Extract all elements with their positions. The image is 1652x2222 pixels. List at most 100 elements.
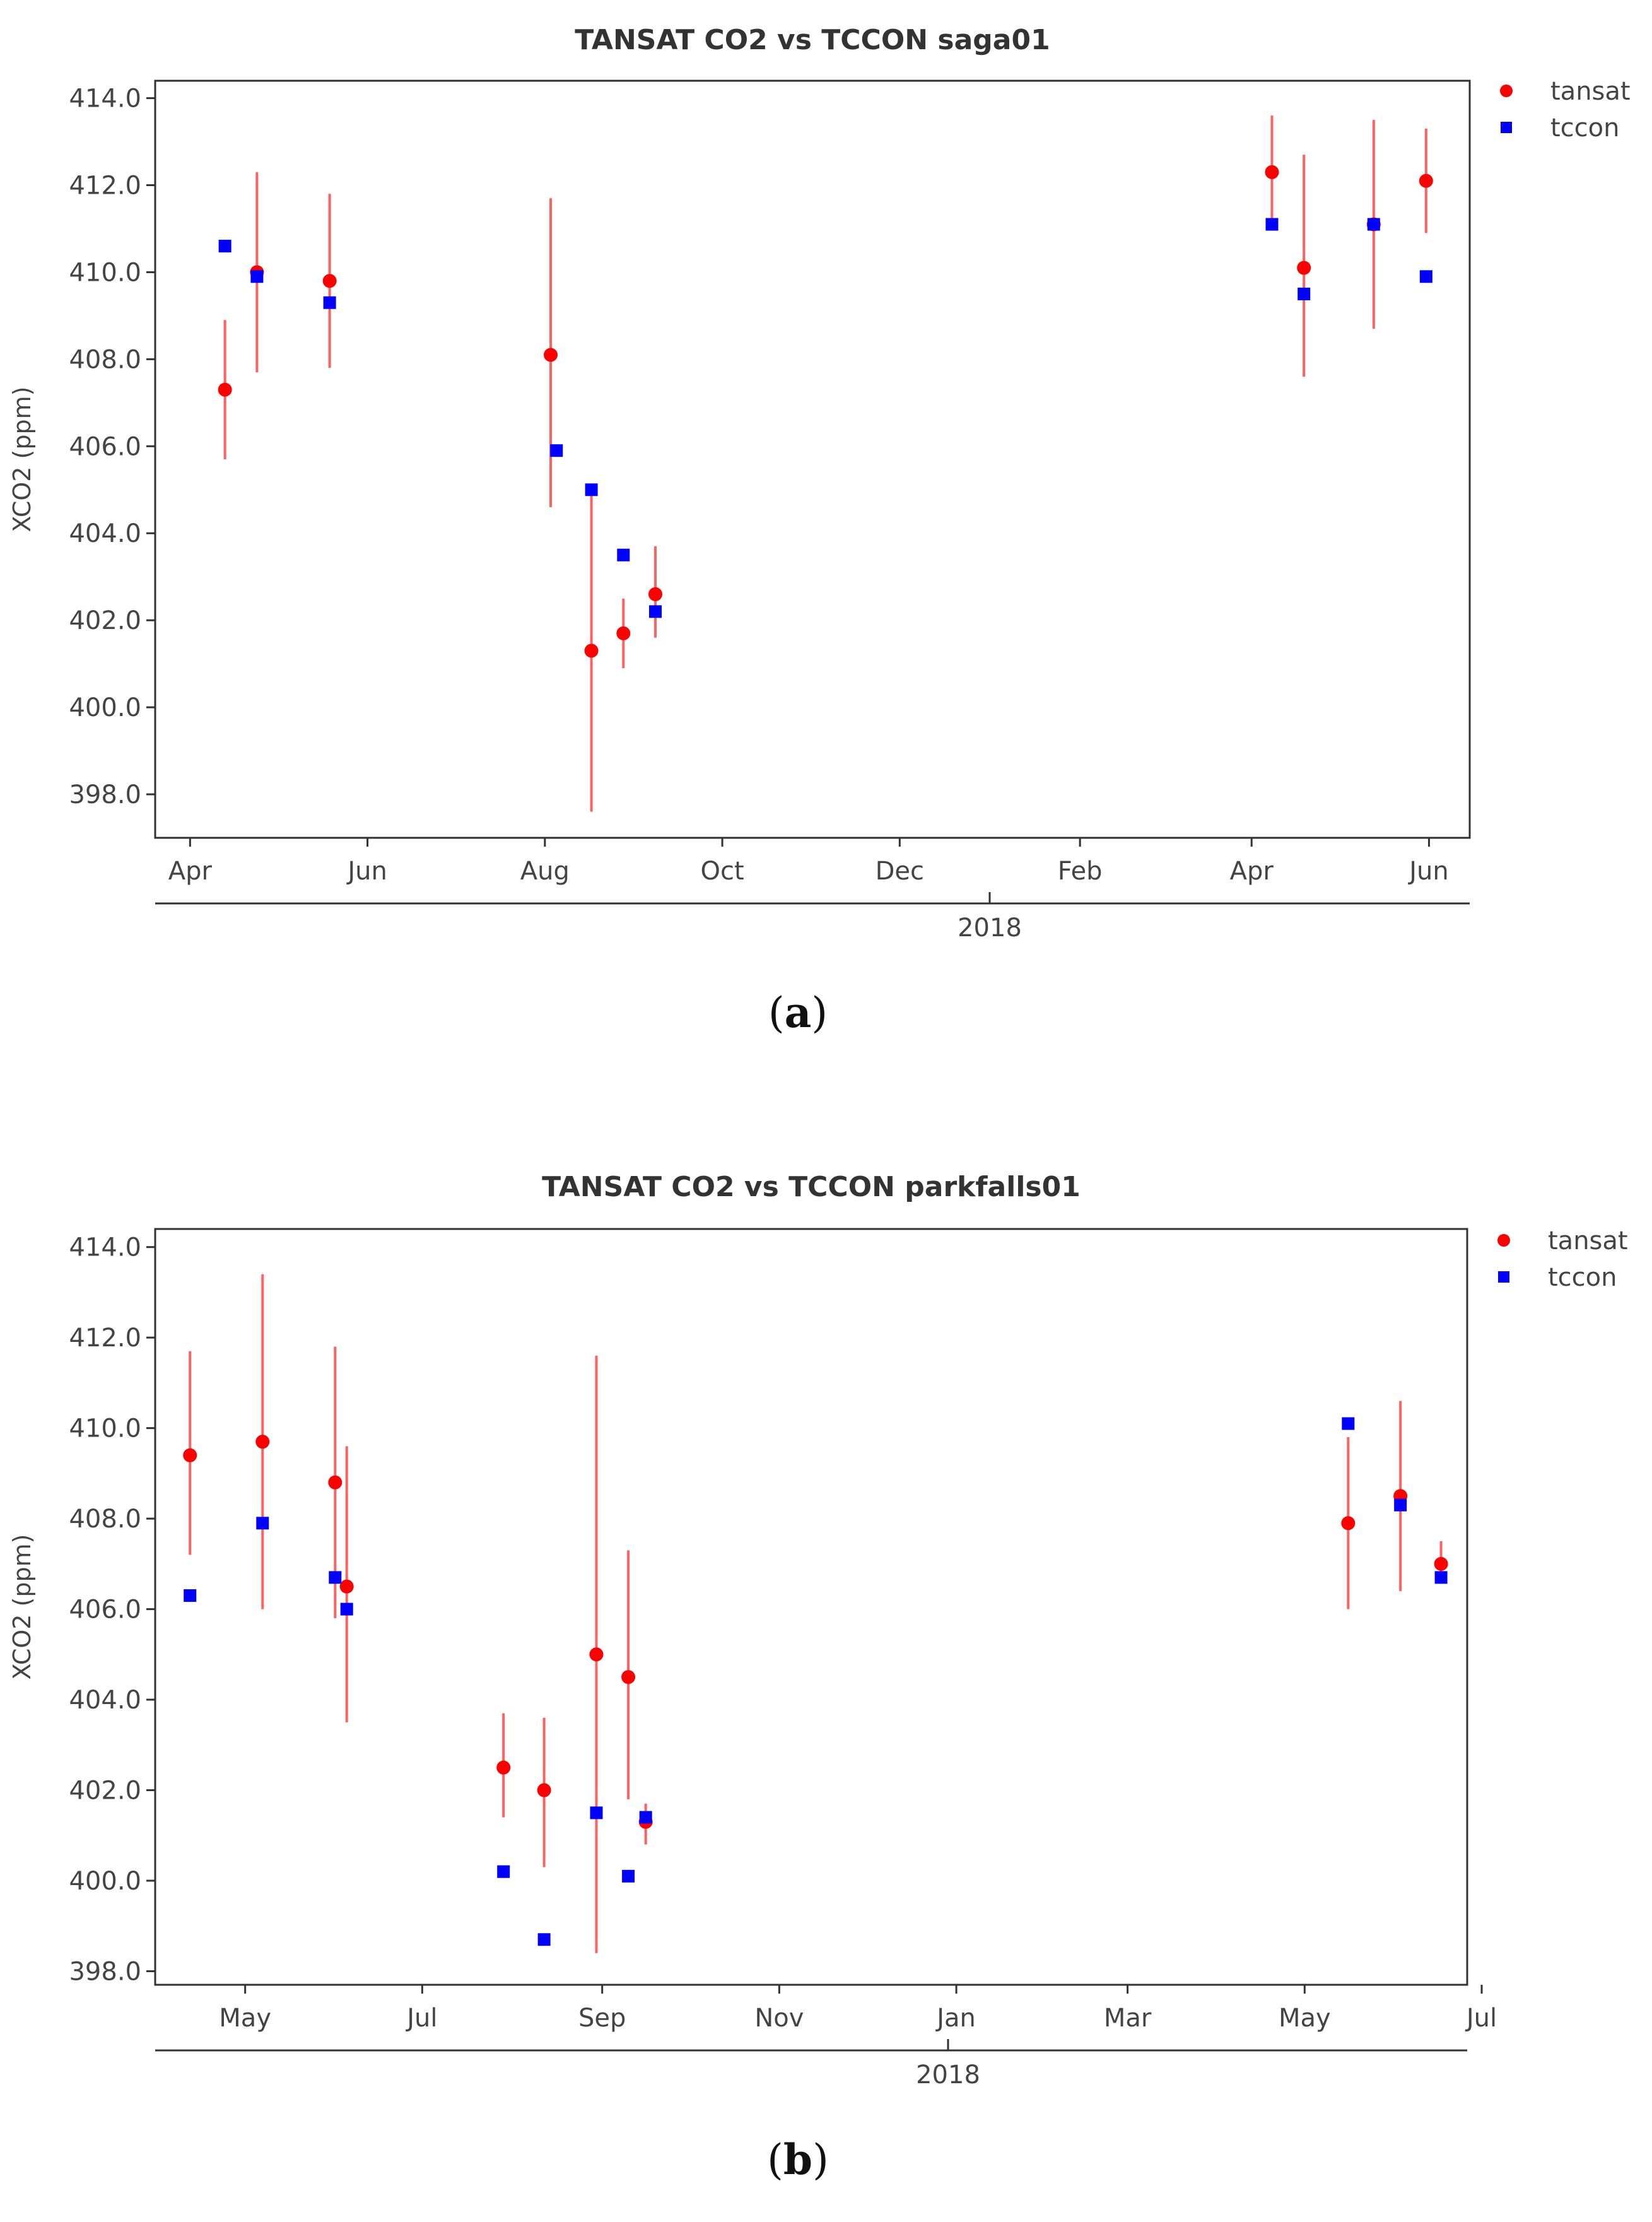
- y-axis-label: XCO2 (ppm): [8, 387, 36, 532]
- tccon-point: [1265, 218, 1279, 231]
- y-tick-label: 400.0: [69, 693, 141, 722]
- tansat-point: [339, 1579, 354, 1594]
- tansat-point: [1341, 1516, 1356, 1531]
- tansat-point: [218, 382, 232, 397]
- x-tick-label: Nov: [754, 2004, 804, 2033]
- caption: (a): [768, 988, 828, 1037]
- caption-letter: a: [785, 988, 812, 1037]
- series-tansat: [223, 115, 1427, 812]
- y-tick-label: 412.0: [69, 172, 141, 201]
- tccon-point: [622, 1869, 635, 1883]
- x-tick-label: Mar: [1104, 2004, 1152, 2033]
- tansat-point: [1265, 165, 1279, 179]
- tansat-point: [544, 348, 558, 362]
- year-label: 2018: [916, 2060, 980, 2090]
- legend-label-tccon: tccon: [1550, 114, 1620, 143]
- caption-paren-close: ): [811, 989, 828, 1037]
- tansat-point: [589, 1647, 604, 1662]
- y-tick-label: 406.0: [69, 432, 141, 461]
- caption-letter: b: [783, 2135, 812, 2184]
- y-tick-label: 408.0: [69, 345, 141, 374]
- points-tansat: [218, 165, 1433, 658]
- legend-label-tccon: tccon: [1548, 1263, 1617, 1292]
- tccon-point: [639, 1811, 652, 1824]
- points-tccon: [184, 1417, 1448, 1946]
- legend-label-tansat: tansat: [1548, 1226, 1628, 1255]
- tccon-point: [537, 1933, 551, 1946]
- legend: tansat tccon: [1500, 77, 1631, 143]
- legend-label-tansat: tansat: [1550, 77, 1631, 106]
- y-tick-label: 410.0: [69, 258, 141, 287]
- legend-marker-tccon: [1498, 1271, 1509, 1283]
- tccon-point: [250, 270, 264, 283]
- tansat-point: [621, 1670, 636, 1684]
- tccon-point: [329, 1571, 342, 1584]
- tansat-point: [537, 1783, 551, 1797]
- y-tick-label: 406.0: [69, 1596, 141, 1625]
- y-tick-label: 398.0: [69, 780, 141, 809]
- tansat-point: [1297, 261, 1311, 275]
- tansat-point: [496, 1760, 511, 1775]
- tansat-point: [328, 1475, 343, 1490]
- points-tansat: [183, 1435, 1448, 1829]
- y-tick-label: 400.0: [69, 1867, 141, 1896]
- tccon-point: [1419, 270, 1432, 283]
- y-tick-label: 402.0: [69, 1777, 141, 1806]
- points-tccon: [218, 218, 1432, 618]
- tccon-point: [184, 1589, 197, 1602]
- plot-frame: [154, 79, 1471, 839]
- tccon-point: [340, 1602, 353, 1616]
- x-tick-label: Jul: [1465, 2004, 1497, 2033]
- tccon-point: [1342, 1417, 1355, 1430]
- y-tick-label: 404.0: [69, 1686, 141, 1715]
- tccon-point: [1298, 287, 1311, 300]
- x-tick-label: Feb: [1058, 857, 1103, 886]
- y-tick-label: 410.0: [69, 1414, 141, 1443]
- x-tick-label: Sep: [578, 2004, 626, 2033]
- tccon-point: [617, 548, 630, 561]
- chart-panel-b: TANSAT CO2 vs TCCON parkfalls01 398.0 400.…: [8, 1171, 1628, 2184]
- x-tick-label: Oct: [700, 857, 744, 886]
- x-tick-label: May: [219, 2004, 271, 2033]
- x-tick-label: Jun: [346, 857, 387, 886]
- chart-title: TANSAT CO2 vs TCCON parkfalls01: [542, 1171, 1081, 1203]
- tccon-point: [256, 1517, 269, 1530]
- tansat-point: [183, 1448, 197, 1462]
- tccon-point: [550, 444, 563, 457]
- y-tick-label: 412.0: [69, 1324, 141, 1353]
- x-tick-label: Jun: [1407, 857, 1449, 886]
- tansat-point: [255, 1435, 270, 1449]
- tccon-point: [323, 296, 336, 309]
- tansat-point: [648, 587, 663, 601]
- x-tick-label: Apr: [168, 857, 213, 886]
- x-tick-label: Jan: [935, 2004, 976, 2033]
- caption-paren-open: (: [768, 989, 785, 1037]
- series-tansat: [189, 1274, 1443, 1953]
- caption-paren-open: (: [767, 2136, 783, 2184]
- plot-frame: [154, 1228, 1468, 1986]
- x-tick-label: Apr: [1230, 857, 1274, 886]
- tccon-point: [497, 1865, 510, 1878]
- tansat-point: [1419, 173, 1433, 188]
- caption-paren-close: ): [812, 2136, 829, 2184]
- legend-marker-tansat: [1497, 1234, 1510, 1247]
- legend-marker-tansat: [1500, 85, 1513, 97]
- tccon-point: [1367, 218, 1380, 231]
- chart-title: TANSAT CO2 vs TCCON saga01: [575, 24, 1050, 56]
- x-tick-label: Aug: [520, 857, 570, 886]
- tccon-point: [649, 605, 662, 618]
- y-tick-label: 404.0: [69, 519, 141, 548]
- tansat-point: [322, 274, 337, 288]
- caption: (b): [767, 2135, 829, 2184]
- chart-panel-a: TANSAT CO2 vs TCCON saga01 398.0 400.0 402.…: [8, 24, 1631, 1037]
- tansat-point: [1434, 1556, 1448, 1571]
- y-axis-label: XCO2 (ppm): [8, 1534, 36, 1680]
- tccon-point: [1394, 1498, 1407, 1512]
- tccon-point: [590, 1806, 603, 1819]
- legend: tansat tccon: [1497, 1226, 1628, 1292]
- y-tick-label: 402.0: [69, 606, 141, 635]
- x-tick-label: Dec: [876, 857, 924, 886]
- year-label: 2018: [958, 914, 1022, 943]
- tansat-point: [584, 644, 599, 658]
